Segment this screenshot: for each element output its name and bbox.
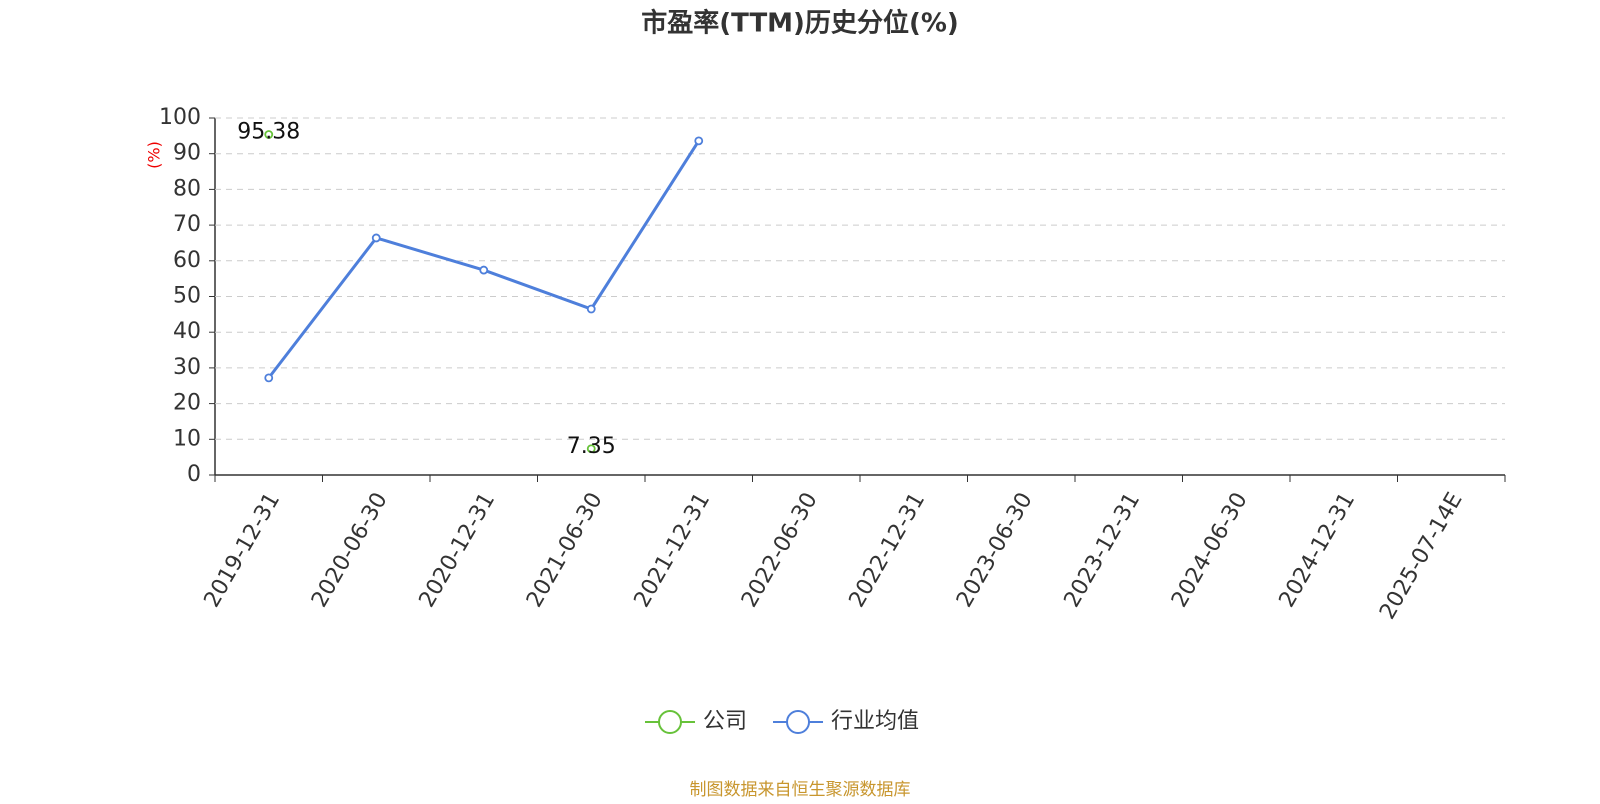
x-tick-label: 2023-06-30 — [952, 489, 1038, 612]
data-point — [371, 233, 381, 243]
legend-marker — [658, 710, 682, 734]
x-tick-label: 2024-12-31 — [1275, 489, 1361, 612]
data-label: 95.38 — [237, 119, 300, 144]
y-tick-label: 30 — [173, 355, 201, 380]
y-tick-label: 10 — [173, 426, 201, 451]
chart-title: 市盈率(TTM)历史分位(%) — [641, 8, 959, 39]
data-point — [264, 373, 274, 383]
data-point — [479, 265, 489, 275]
source-note: 制图数据来自恒生聚源数据库 — [690, 780, 911, 800]
y-tick-label: 20 — [173, 391, 201, 416]
data-point — [586, 444, 596, 454]
x-tick-label: 2020-12-31 — [415, 489, 501, 612]
y-tick-label: 90 — [173, 141, 201, 166]
legend-label: 行业均值 — [831, 709, 919, 734]
y-tick-label: 80 — [173, 176, 201, 201]
legend-label: 公司 — [703, 709, 747, 734]
data-point — [586, 304, 596, 314]
y-tick-label: 100 — [159, 105, 201, 130]
x-tick-label: 2024-06-30 — [1167, 489, 1253, 612]
x-tick-label: 2021-06-30 — [522, 489, 608, 612]
series-line — [267, 140, 701, 379]
x-tick-label: 2020-06-30 — [307, 489, 393, 612]
x-tick-label: 2025-07-14E — [1375, 489, 1468, 624]
x-tick-label: 2022-06-30 — [737, 489, 823, 612]
data-label: 7.35 — [567, 434, 616, 459]
y-tick-label: 40 — [173, 319, 201, 344]
x-tick-label: 2022-12-31 — [845, 489, 931, 612]
data-point — [694, 136, 704, 146]
x-tick-label: 2023-12-31 — [1060, 489, 1146, 612]
y-tick-label: 70 — [173, 212, 201, 237]
data-point — [264, 130, 274, 139]
legend-marker — [786, 710, 811, 734]
x-tick-label: 2019-12-31 — [200, 489, 286, 612]
y-tick-label: 50 — [173, 284, 201, 309]
y-tick-label: 0 — [187, 462, 201, 487]
x-tick-label: 2021-12-31 — [630, 489, 716, 612]
y-tick-label: 60 — [173, 248, 201, 273]
y-axis-label: (%) — [145, 141, 164, 169]
